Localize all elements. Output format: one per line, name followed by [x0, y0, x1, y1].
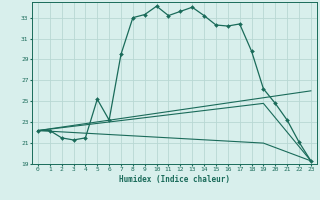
X-axis label: Humidex (Indice chaleur): Humidex (Indice chaleur)	[119, 175, 230, 184]
